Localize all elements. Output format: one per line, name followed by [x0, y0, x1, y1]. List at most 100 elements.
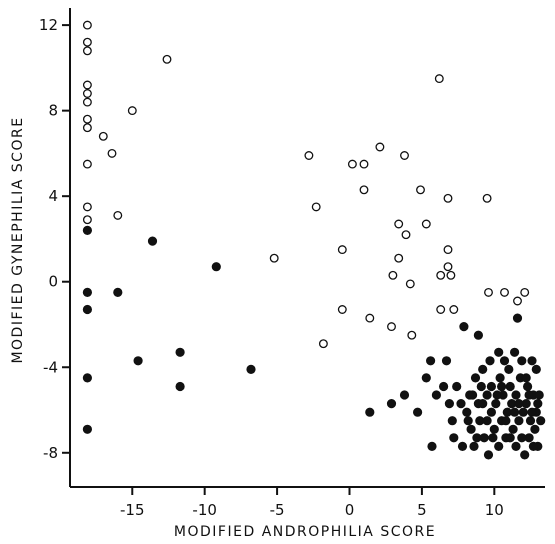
x-tick-label: -10: [192, 501, 217, 519]
filled-data-point: [452, 381, 462, 392]
open-data-point: [400, 151, 409, 160]
open-data-point: [82, 80, 92, 90]
filled-data-point: [530, 424, 540, 434]
open-data-point: [98, 131, 108, 141]
filled-data-point: [456, 398, 466, 409]
filled-data-point: [527, 356, 537, 366]
filled-data-point: [462, 407, 472, 417]
filled-data-point: [438, 381, 449, 392]
y-tick-label: 8: [48, 102, 58, 120]
filled-data-point: [518, 407, 528, 417]
filled-data-point: [82, 304, 93, 315]
filled-data-point: [514, 398, 524, 409]
open-data-point: [394, 253, 404, 263]
open-data-point: [337, 245, 347, 255]
open-data-point: [482, 193, 492, 203]
filled-data-point: [82, 225, 93, 235]
filled-data-point: [522, 381, 533, 392]
filled-data-point: [82, 424, 93, 434]
filled-data-point: [425, 356, 436, 366]
open-data-point: [82, 114, 92, 124]
filled-data-point: [531, 364, 541, 374]
filled-data-point: [508, 424, 518, 434]
open-data-point: [162, 54, 172, 64]
open-data-point: [387, 322, 396, 332]
filled-data-point: [457, 441, 468, 451]
filled-data-point: [517, 433, 527, 443]
x-tick-label: -15: [120, 501, 145, 519]
filled-data-point: [482, 390, 492, 400]
x-tick-label: -5: [270, 501, 285, 519]
y-tick-label: 12: [39, 16, 58, 34]
filled-data-point: [514, 416, 524, 426]
filled-data-point: [494, 441, 504, 451]
filled-data-point: [501, 416, 511, 426]
open-data-point: [304, 151, 314, 160]
open-data-point: [337, 305, 347, 314]
filled-data-point: [447, 416, 457, 426]
open-data-point: [127, 106, 137, 116]
filled-data-point: [496, 381, 507, 392]
filled-data-point: [478, 364, 488, 374]
filled-data-point: [113, 287, 123, 297]
open-data-point: [416, 185, 425, 195]
filled-data-point: [470, 373, 481, 383]
filled-data-point: [469, 441, 479, 451]
filled-data-point: [82, 287, 93, 297]
open-data-point: [82, 123, 92, 133]
open-data-point: [82, 215, 92, 225]
filled-data-point: [536, 416, 546, 426]
x-axis-ticks: -15 -10 -5 0 5 10: [120, 487, 504, 519]
filled-data-point: [509, 407, 520, 417]
y-tick-label: -8: [43, 444, 58, 462]
filled-data-point: [441, 356, 452, 366]
x-tick-label: 10: [485, 501, 504, 519]
filled-data-point: [511, 441, 521, 451]
open-data-point: [436, 305, 446, 314]
open-data-point: [405, 279, 415, 289]
open-data-point: [318, 339, 328, 349]
open-data-point: [365, 313, 375, 323]
y-axis-title: MODIFIED GYNEPHILIA SCORE: [10, 116, 26, 363]
open-data-point: [446, 270, 456, 280]
open-data-point: [443, 245, 453, 255]
filled-data-point: [459, 321, 469, 332]
filled-data-point: [82, 373, 93, 383]
filled-data-point: [492, 390, 502, 400]
y-tick-label: 4: [48, 187, 58, 205]
filled-data-point: [485, 356, 495, 366]
axes: [69, 8, 545, 488]
open-data-point: [443, 193, 453, 203]
filled-data-point: [365, 407, 375, 417]
open-data-point: [421, 219, 431, 229]
open-data-point: [520, 287, 530, 297]
y-tick-label: 0: [48, 273, 58, 291]
open-data-point: [107, 148, 117, 158]
filled-data-point: [147, 236, 158, 246]
filled-data-point: [521, 373, 531, 383]
open-data-point: [82, 46, 92, 56]
filled-data-point: [467, 390, 478, 400]
filled-data-point: [473, 330, 483, 340]
filled-data-point: [505, 381, 515, 392]
filled-data-point: [472, 433, 482, 443]
filled-data-point: [509, 347, 520, 357]
filled-data-point: [527, 407, 537, 417]
open-data-point: [82, 89, 92, 98]
filled-data-point: [444, 398, 454, 409]
open-data-point: [82, 202, 92, 212]
open-data-point: [500, 287, 509, 297]
filled-data-point: [483, 450, 494, 460]
open-data-point: [513, 296, 522, 306]
filled-data-point: [427, 441, 437, 451]
open-data-point: [82, 97, 92, 107]
filled-data-point: [466, 424, 476, 434]
filled-data-point: [175, 347, 185, 357]
filled-data-point: [463, 416, 473, 426]
filled-data-point: [525, 416, 536, 426]
filled-data-point: [488, 433, 498, 443]
filled-data-point: [533, 398, 543, 409]
open-data-point: [484, 287, 493, 297]
filled-data-point: [491, 398, 501, 409]
filled-data-point: [505, 433, 515, 443]
